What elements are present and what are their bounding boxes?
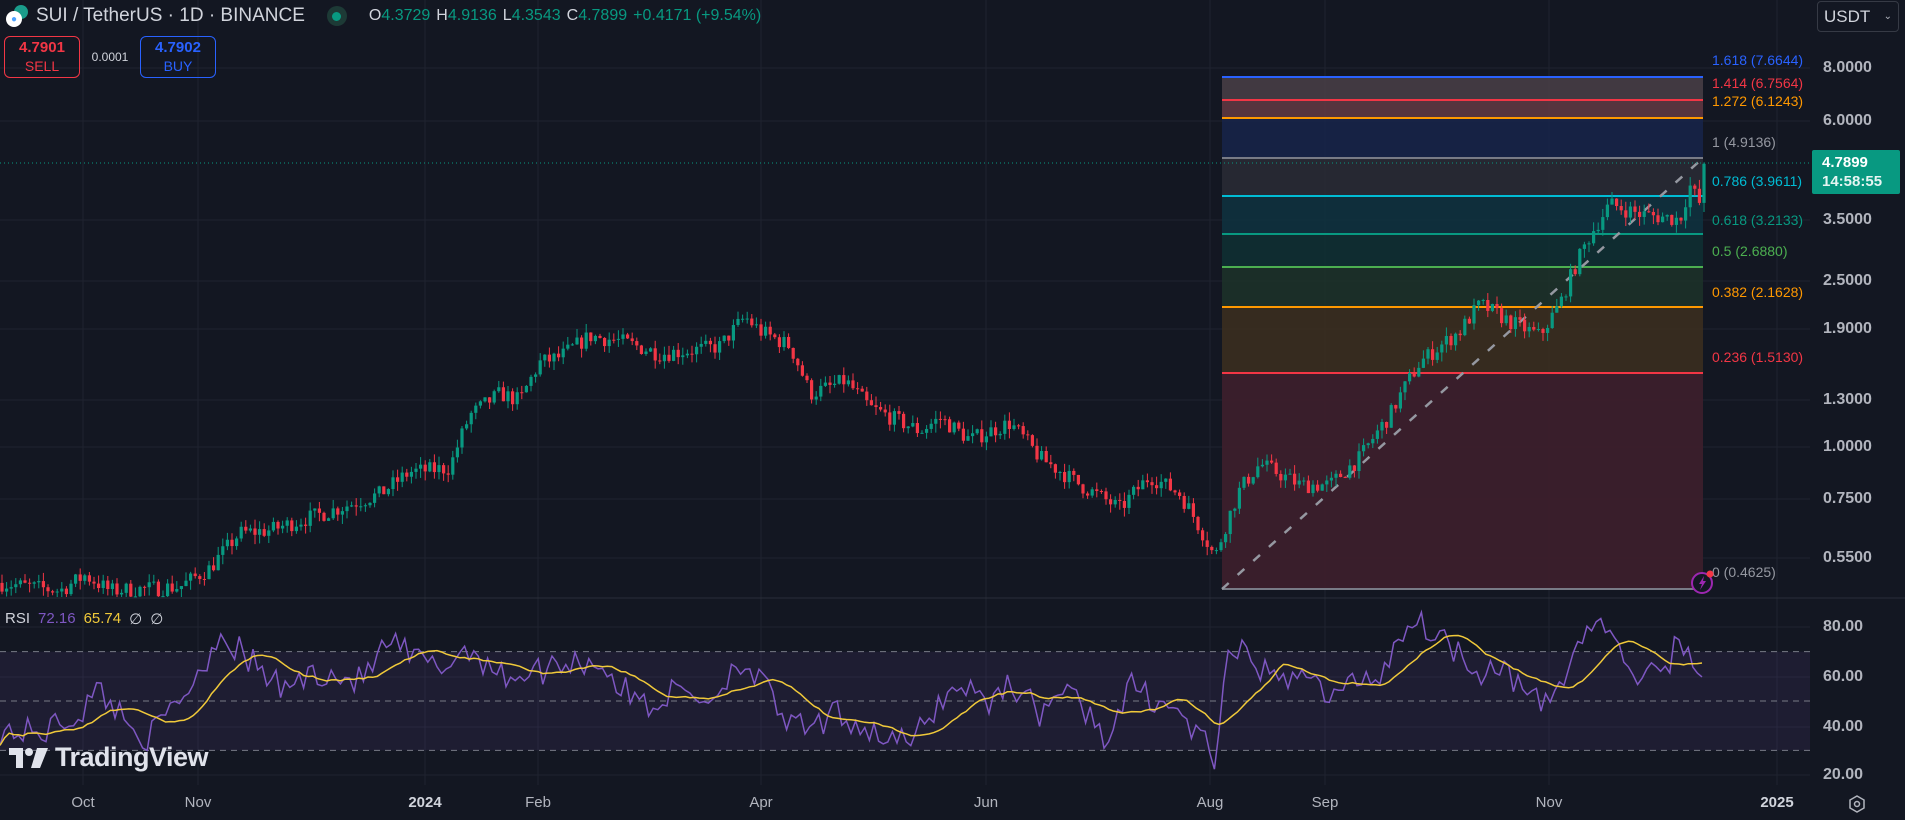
rsi-axis-label: 40.00 <box>1823 718 1864 735</box>
fib-level-label: 0 (0.4625) <box>1712 564 1776 580</box>
price-axis-label: 2.5000 <box>1823 272 1872 289</box>
rsi-pane <box>0 609 1810 770</box>
fib-level-label: 0.236 (1.5130) <box>1712 349 1804 365</box>
sell-button[interactable]: 4.7901 SELL <box>4 36 80 78</box>
fib-level-label: 0.382 (2.1628) <box>1712 284 1804 300</box>
quick-trade-panel: 4.7901 SELL 0.0001 4.7902 BUY <box>4 36 216 78</box>
spread-value: 0.0001 <box>91 50 129 64</box>
chevron-down-icon: ⌄ <box>1883 11 1892 22</box>
price-axis-label: 0.5500 <box>1823 549 1872 566</box>
fib-level-label: 0.5 (2.6880) <box>1712 243 1788 259</box>
price-axis-label: 6.0000 <box>1823 112 1872 129</box>
time-axis-label: 2024 <box>408 794 442 811</box>
time-axis-label: Aug <box>1196 794 1224 811</box>
change-value: +0.4171 (+9.54%) <box>633 7 762 24</box>
tradingview-watermark[interactable]: TradingView <box>9 742 209 773</box>
time-axis-label: Sep <box>1311 794 1339 811</box>
fib-level-label: 1.618 (7.6644) <box>1712 52 1804 68</box>
time-axis-label: Nov <box>1535 794 1563 811</box>
last-price-tag: 4.7899 14:58:55 <box>1812 150 1900 194</box>
fib-level-label: 0.786 (3.9611) <box>1712 173 1803 189</box>
price-axis-label: 1.0000 <box>1823 438 1872 455</box>
fib-retracement-drawing <box>1221 76 1704 590</box>
time-axis-label: Nov <box>184 794 212 811</box>
fib-level-label: 0.618 (3.2133) <box>1712 212 1804 228</box>
market-status-icon[interactable] <box>326 6 347 26</box>
fib-level-label: 1.272 (6.1243) <box>1712 93 1804 109</box>
price-axis-label: 0.7500 <box>1823 490 1872 507</box>
settings-icon[interactable] <box>1847 794 1867 814</box>
rsi-axis-label: 20.00 <box>1823 766 1864 783</box>
fib-level-label: 1.414 (6.7564) <box>1712 75 1804 91</box>
sui-logo-icon: ● <box>6 5 28 27</box>
bar-countdown: 14:58:55 <box>1822 173 1883 190</box>
price-axis-label: 3.5000 <box>1823 211 1872 228</box>
symbol-title[interactable]: SUI / TetherUS · 1D · BINANCE <box>36 5 305 26</box>
time-axis-label: Apr <box>749 794 773 811</box>
time-axis-label: 2025 <box>1760 794 1794 811</box>
time-axis-label: Oct <box>71 794 95 811</box>
ohlc-values: O4.3729 H4.9136 L4.3543 C4.7899 +0.4171 … <box>368 7 762 24</box>
time-axis-label: Jun <box>973 794 999 811</box>
tradingview-logo-icon <box>9 747 48 768</box>
fib-level-label: 1 (4.9136) <box>1712 134 1776 150</box>
buy-button[interactable]: 4.7902 BUY <box>140 36 216 78</box>
rsi-axis-label: 80.00 <box>1823 618 1864 635</box>
currency-select[interactable]: USDT ⌄ <box>1817 1 1899 32</box>
rsi-axis-label: 60.00 <box>1823 668 1864 685</box>
price-axis-label: 1.9000 <box>1823 320 1872 337</box>
rsi-legend[interactable]: RSI 72.16 65.74 ∅ ∅ <box>5 610 164 628</box>
lightning-alert-icon[interactable] <box>1691 570 1715 594</box>
symbol-legend[interactable]: ● SUI / TetherUS · 1D · BINANCE O4.3729 … <box>6 4 761 28</box>
candlesticks <box>0 162 1706 598</box>
time-axis-label: Feb <box>525 794 551 811</box>
price-axis-label: 1.3000 <box>1823 391 1872 408</box>
price-axis-label: 8.0000 <box>1823 59 1872 76</box>
